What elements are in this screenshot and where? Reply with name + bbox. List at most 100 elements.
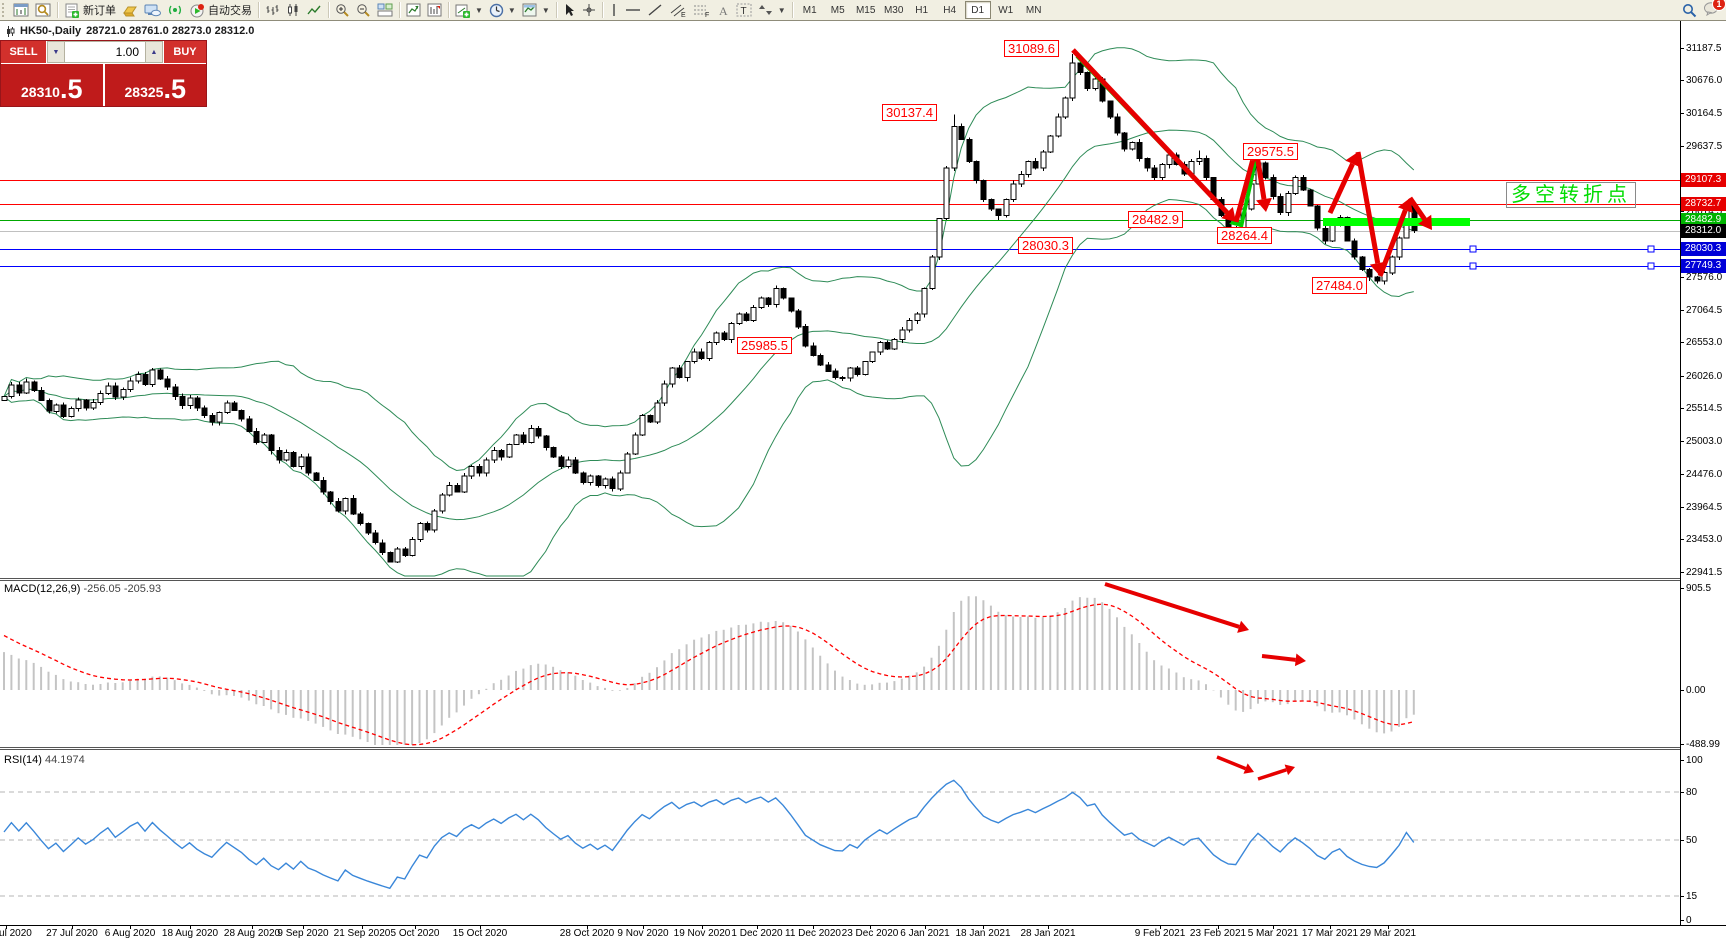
price-annotation-label[interactable]: 28030.3 bbox=[1018, 237, 1073, 254]
time-axis-label: 9 Feb 2021 bbox=[1134, 928, 1186, 939]
toolbar-separator bbox=[258, 2, 259, 18]
candlestick-icon bbox=[288, 4, 298, 16]
timeframe-button-W1[interactable]: W1 bbox=[998, 4, 1014, 16]
sell-price-main: 28310 bbox=[21, 84, 60, 100]
sell-price-display[interactable]: 28310.5 bbox=[1, 64, 103, 106]
sell-button[interactable]: SELL bbox=[1, 41, 47, 63]
crosshair-tool-button[interactable] bbox=[579, 1, 599, 20]
buy-price-display[interactable]: 28325.5 bbox=[104, 64, 206, 106]
price-annotation-label[interactable]: 28482.9 bbox=[1128, 211, 1183, 228]
price-annotation-label[interactable]: 27484.0 bbox=[1312, 277, 1367, 294]
equidistant-channel-tool[interactable]: E bbox=[666, 1, 690, 20]
horizontal-line-tool[interactable] bbox=[622, 1, 644, 20]
fibonacci-tool[interactable]: F bbox=[690, 1, 714, 20]
autotrading-button[interactable]: 自动交易 bbox=[186, 1, 255, 20]
zoom-out-icon bbox=[357, 3, 370, 17]
volume-input[interactable] bbox=[65, 41, 145, 63]
bar-chart-mode-button[interactable] bbox=[262, 1, 283, 20]
time-axis-label: 21 Sep 2020 bbox=[333, 928, 391, 939]
price-annotation-label[interactable]: 29575.5 bbox=[1243, 143, 1298, 160]
price-tick-label: 23453.0 bbox=[1686, 534, 1723, 546]
fibonacci-icon: F bbox=[693, 5, 709, 18]
terminal-button[interactable] bbox=[141, 1, 164, 20]
toolbar-grip[interactable] bbox=[2, 3, 8, 17]
time-axis-label: 6 Jan 2021 bbox=[900, 928, 950, 939]
main-toolbar: 新订单 自动交易 bbox=[0, 0, 1726, 21]
symbol-candle-icon bbox=[7, 25, 15, 37]
time-axis-label: 28 Aug 2020 bbox=[223, 928, 281, 939]
symbol-ohlc-values: 28721.0 28761.0 28273.0 28312.0 bbox=[86, 25, 255, 37]
signals-button[interactable] bbox=[164, 1, 186, 20]
volume-increase-button[interactable]: ▲ bbox=[145, 41, 163, 63]
price-annotation-label[interactable]: 28264.4 bbox=[1217, 227, 1272, 244]
new-order-label: 新订单 bbox=[83, 5, 116, 17]
macd-tick-label: 905.5 bbox=[1686, 583, 1712, 594]
trendline-tool[interactable] bbox=[644, 1, 666, 20]
zoom-out-button[interactable] bbox=[353, 1, 374, 20]
price-annotation-label[interactable]: 31089.6 bbox=[1004, 40, 1059, 57]
search-icon[interactable] bbox=[1682, 3, 1697, 18]
chart-profile-button[interactable] bbox=[32, 1, 54, 20]
price-badge-27749.3: 27749.3 bbox=[1681, 259, 1726, 274]
notifications-button[interactable]: 1 bbox=[1703, 0, 1726, 19]
new-order-icon bbox=[65, 3, 79, 18]
price-annotation-label[interactable]: 25985.5 bbox=[737, 337, 792, 354]
gold-icon bbox=[123, 6, 137, 17]
time-axis-label: 18 Jan 2021 bbox=[955, 928, 1011, 939]
buy-button[interactable]: BUY bbox=[163, 41, 206, 63]
timeframe-button-H4[interactable]: H4 bbox=[943, 4, 957, 16]
timeframe-button-M1[interactable]: M1 bbox=[802, 4, 817, 16]
time-axis-label: 23 Dec 2020 bbox=[841, 928, 899, 939]
template-button[interactable]: ▼ bbox=[519, 1, 553, 20]
chart-window-icon bbox=[13, 3, 29, 17]
price-tick-label: 25003.0 bbox=[1686, 435, 1723, 447]
time-axis-label: 29 Mar 2021 bbox=[1359, 928, 1417, 939]
text-icon: A bbox=[719, 4, 728, 17]
rsi-name: RSI(14) bbox=[4, 754, 42, 766]
cursor-tool-button[interactable] bbox=[560, 1, 579, 20]
vertical-line-icon bbox=[613, 4, 615, 16]
text-label-tool[interactable]: T bbox=[733, 1, 755, 20]
price-badge-28482.9: 28482.9 bbox=[1681, 212, 1726, 227]
time-axis: 15 Jul 2020 27 Jul 2020 6 Aug 2020 18 Aug 2… bbox=[0, 928, 1726, 940]
rsi-tick-label: 80 bbox=[1686, 787, 1698, 798]
timeframe-button-M5[interactable]: M5 bbox=[830, 4, 845, 16]
timeframe-button-H1[interactable]: H1 bbox=[915, 4, 929, 16]
timeframe-button-D1[interactable]: D1 bbox=[964, 1, 991, 19]
toolbar-separator bbox=[601, 2, 603, 18]
vertical-line-tool[interactable] bbox=[606, 1, 622, 20]
chart-window-button[interactable] bbox=[10, 1, 32, 20]
market-watch-button[interactable] bbox=[424, 1, 445, 20]
metaeditor-button[interactable] bbox=[119, 1, 141, 20]
data-window-button[interactable] bbox=[403, 1, 424, 20]
new-order-button[interactable]: 新订单 bbox=[61, 1, 119, 20]
timeframe-button-MN[interactable]: MN bbox=[1025, 4, 1042, 16]
new-chart-button[interactable]: ▼ bbox=[452, 1, 486, 20]
bar-chart-icon bbox=[266, 5, 279, 15]
period-button[interactable]: ▼ bbox=[486, 1, 519, 20]
toolbar-separator bbox=[399, 2, 400, 18]
tile-windows-button[interactable] bbox=[374, 1, 396, 20]
zoom-in-button[interactable] bbox=[332, 1, 353, 20]
timeframe-button-M15[interactable]: M15 bbox=[855, 4, 876, 16]
rsi-tick-label: 100 bbox=[1686, 755, 1703, 766]
timeframe-button-M30[interactable]: M30 bbox=[883, 4, 904, 16]
line-chart-mode-button[interactable] bbox=[304, 1, 325, 20]
channel-icon: E bbox=[670, 4, 686, 18]
candlestick-mode-button[interactable] bbox=[283, 1, 304, 20]
price-tick-label: 30164.5 bbox=[1686, 107, 1723, 119]
price-annotation-label[interactable]: 30137.4 bbox=[882, 104, 937, 121]
arrows-icon bbox=[758, 5, 772, 15]
market-watch-icon bbox=[427, 3, 442, 17]
signal-icon bbox=[168, 5, 182, 15]
chart-search-icon bbox=[35, 3, 51, 17]
arrows-tool[interactable]: ▼ bbox=[755, 1, 789, 20]
annotation-note[interactable]: 多空转折点 bbox=[1506, 182, 1636, 208]
price-tick-label: 27576.0 bbox=[1686, 272, 1723, 284]
time-axis-label: 1 Dec 2020 bbox=[731, 928, 783, 939]
text-tool[interactable]: A bbox=[714, 1, 733, 20]
volume-decrease-button[interactable]: ▼ bbox=[47, 41, 65, 63]
macd-tick-label: 0.00 bbox=[1686, 685, 1706, 696]
time-axis-label: 17 Mar 2021 bbox=[1301, 928, 1359, 939]
